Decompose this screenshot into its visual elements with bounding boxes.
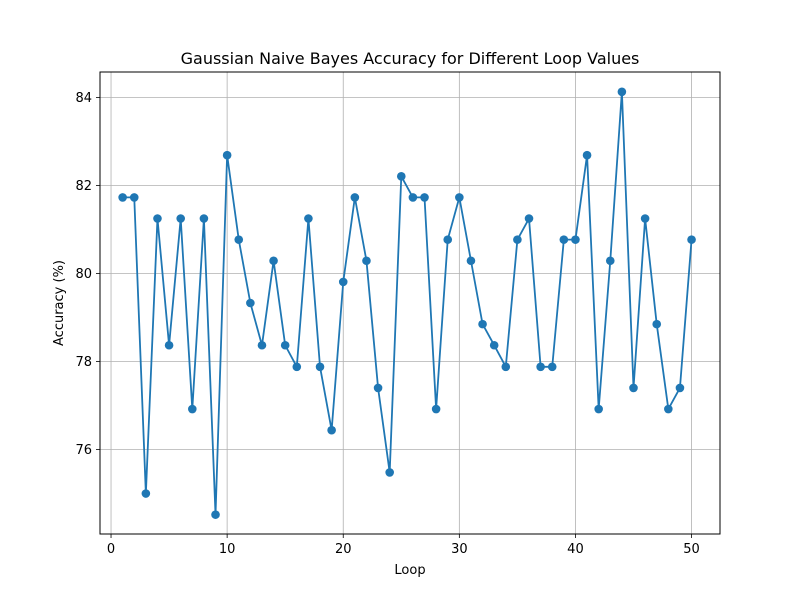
data-point [513, 235, 522, 244]
data-point [362, 256, 371, 266]
data-point [222, 150, 232, 160]
y-tick-label: 76 [75, 443, 92, 458]
data-point [246, 298, 255, 308]
data-point [315, 362, 325, 372]
data-point [129, 193, 139, 202]
y-axis-label: Accuracy (%) [52, 260, 67, 346]
x-tick-label: 40 [567, 542, 584, 557]
data-point [640, 214, 650, 223]
data-point [536, 362, 545, 372]
data-point [188, 404, 197, 414]
data-point [327, 425, 336, 435]
x-tick-label: 0 [107, 542, 115, 557]
data-point [292, 362, 302, 372]
data-point [176, 214, 185, 223]
data-point [478, 319, 487, 329]
data-point [629, 383, 638, 393]
data-point [652, 319, 662, 329]
data-point [594, 404, 603, 414]
data-point [408, 193, 418, 202]
data-point [141, 489, 151, 498]
gridlines [100, 72, 720, 534]
data-point [211, 510, 220, 519]
data-point [431, 404, 441, 414]
data-point [118, 193, 127, 202]
data-point [420, 193, 429, 202]
series-line [122, 90, 693, 516]
y-tick-label: 78 [75, 355, 92, 370]
data-point [524, 214, 534, 223]
data-point [571, 235, 580, 244]
y-tick-label: 82 [75, 179, 92, 194]
data-point [350, 193, 360, 202]
data-point [257, 340, 267, 350]
y-tick-label: 80 [75, 267, 92, 282]
data-point [396, 171, 406, 181]
data-point [443, 235, 453, 244]
data-point [153, 214, 162, 223]
chart-title: Gaussian Naive Bayes Accuracy for Differ… [181, 49, 640, 68]
data-point [489, 340, 499, 350]
data-point [338, 277, 348, 287]
data-point [547, 362, 557, 372]
data-point [466, 256, 476, 266]
plot-frame [99, 71, 721, 535]
x-tick-label: 50 [683, 542, 700, 557]
data-point [559, 235, 569, 244]
data-point [385, 468, 394, 477]
data-point [269, 256, 278, 266]
data-point [280, 340, 290, 350]
data-point [675, 383, 685, 393]
data-point [687, 235, 696, 244]
data-point [199, 214, 209, 223]
data-point [304, 214, 313, 223]
data-point [234, 235, 244, 244]
x-tick-label: 30 [451, 542, 468, 557]
data-point [455, 193, 464, 202]
axis-ticks: 0 10 20 30 40 50 76 78 80 82 84 [75, 91, 699, 557]
data-point [164, 340, 174, 350]
data-point [582, 150, 592, 160]
x-axis-label: Loop [394, 563, 425, 578]
data-point [501, 362, 511, 372]
data-point [664, 404, 673, 414]
data-point [605, 256, 615, 266]
y-tick-label: 84 [75, 91, 92, 106]
x-tick-label: 20 [335, 542, 352, 557]
x-tick-label: 10 [219, 542, 236, 557]
data-point [373, 383, 383, 393]
data-point [617, 87, 627, 97]
series-layer [118, 87, 696, 519]
